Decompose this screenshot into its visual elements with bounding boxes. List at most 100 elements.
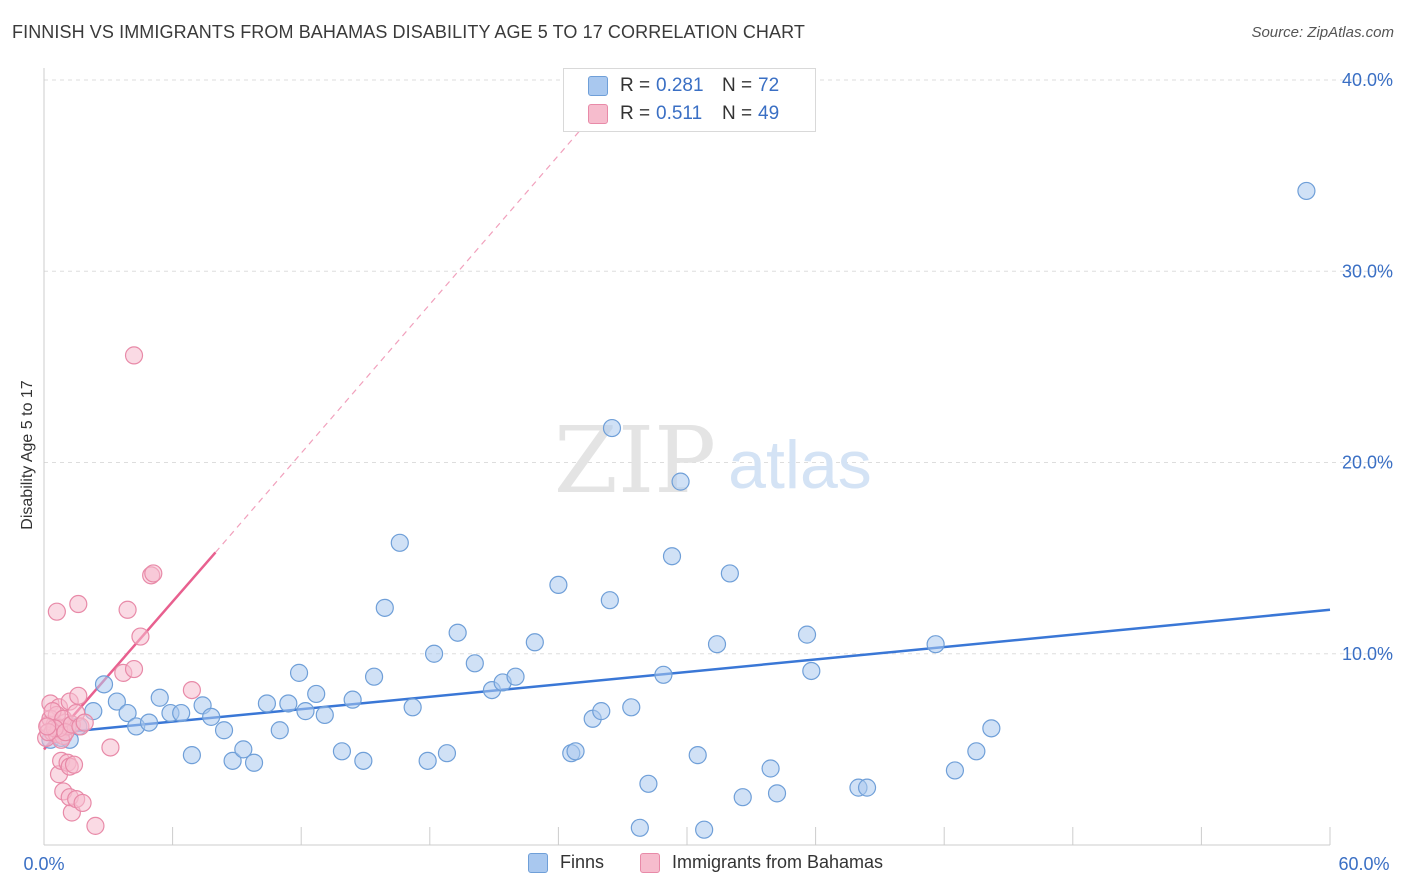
point-bahamas: [101, 738, 120, 757]
point-bahamas: [38, 717, 57, 736]
point-finns: [315, 705, 334, 725]
point-bahamas: [69, 594, 88, 614]
legend-n-value: 49: [758, 103, 780, 124]
point-bahamas: [86, 816, 105, 835]
trend-line-finns: [43, 608, 1331, 736]
series-legend: Finns Immigrants from Bahamas: [0, 852, 1406, 878]
legend-label-bahamas: Immigrants from Bahamas: [672, 852, 884, 872]
point-finns: [223, 751, 242, 770]
point-finns: [945, 761, 965, 780]
source-label: Source: ZipAtlas.com: [1251, 24, 1394, 41]
y-tick-label: 10.0%: [1342, 644, 1393, 664]
point-finns: [182, 746, 201, 765]
point-finns: [289, 663, 309, 682]
point-finns: [506, 667, 525, 686]
point-finns: [202, 707, 221, 726]
point-finns: [602, 418, 622, 438]
x-tick-label-min: 0.0%: [23, 854, 64, 874]
point-finns: [364, 667, 384, 686]
point-finns: [525, 633, 544, 652]
point-finns: [234, 740, 253, 759]
point-finns: [424, 644, 444, 663]
legend-r-label: R =: [620, 75, 651, 96]
point-finns: [307, 684, 326, 704]
point-finns: [654, 665, 673, 684]
point-bahamas: [75, 713, 94, 732]
point-finns: [926, 635, 945, 654]
y-tick-label: 30.0%: [1342, 261, 1393, 281]
point-finns: [270, 721, 289, 740]
point-finns: [139, 713, 159, 732]
point-finns: [982, 719, 1001, 738]
point-bahamas: [64, 755, 84, 774]
point-finns: [600, 591, 619, 610]
data-points: [37, 181, 1316, 839]
point-bahamas: [118, 600, 137, 619]
y-tick-label: 40.0%: [1342, 70, 1393, 90]
y-tick-label: 20.0%: [1342, 453, 1393, 473]
trend-extension-bahamas: [215, 117, 592, 553]
point-finns: [332, 742, 352, 761]
point-finns: [1297, 181, 1316, 201]
point-finns: [94, 675, 114, 694]
point-finns: [244, 753, 264, 772]
point-bahamas: [131, 627, 150, 646]
legend-r-value: 0.281: [656, 75, 704, 96]
watermark-zip: ZIP: [554, 407, 716, 514]
point-finns: [354, 751, 373, 770]
point-finns: [172, 703, 191, 723]
point-finns: [857, 778, 877, 797]
legend-swatch-finns: [588, 76, 608, 96]
point-finns: [448, 623, 467, 642]
point-finns: [630, 818, 649, 837]
point-finns: [797, 625, 817, 644]
point-finns: [107, 692, 126, 711]
point-finns: [662, 547, 682, 566]
point-finns: [549, 575, 568, 595]
point-finns: [437, 744, 457, 763]
legend-n-value: 72: [758, 75, 780, 96]
point-finns: [118, 703, 137, 723]
point-bahamas: [124, 346, 144, 365]
point-finns: [375, 598, 394, 617]
point-bahamas: [182, 680, 201, 700]
legend-r-label: R =: [620, 103, 651, 124]
legend-swatch-bahamas: [640, 852, 660, 873]
point-finns: [257, 694, 277, 713]
x-tick-label-max: 60.0%: [1338, 854, 1389, 874]
point-finns: [592, 702, 611, 721]
point-finns: [390, 533, 409, 552]
legend-item-bahamas[interactable]: Immigrants from Bahamas: [640, 852, 883, 873]
point-bahamas: [73, 793, 92, 813]
point-bahamas: [144, 564, 163, 583]
point-finns: [150, 688, 169, 707]
point-finns: [720, 564, 739, 583]
legend-n-label: N =: [722, 75, 753, 96]
tick-labels: 10.0% 20.0% 30.0% 40.0% 0.0% 60.0%: [23, 70, 1393, 874]
point-finns: [296, 702, 315, 721]
legend-item-finns[interactable]: Finns: [528, 852, 604, 873]
point-finns: [688, 746, 707, 765]
chart-title: FINNISH VS IMMIGRANTS FROM BAHAMAS DISAB…: [12, 22, 805, 42]
point-finns: [403, 698, 422, 717]
point-finns: [566, 742, 585, 761]
point-finns: [622, 698, 641, 717]
point-finns: [418, 751, 437, 770]
legend-label-finns: Finns: [560, 852, 605, 872]
point-finns: [767, 784, 787, 803]
point-finns: [465, 654, 484, 673]
point-finns: [967, 742, 986, 761]
point-bahamas: [47, 602, 66, 621]
point-finns: [802, 661, 821, 681]
gridlines: [44, 79, 1394, 655]
point-finns: [279, 694, 298, 713]
y-axis-label: Disability Age 5 to 17: [19, 380, 36, 530]
point-finns: [733, 788, 752, 807]
point-finns: [695, 820, 714, 839]
point-bahamas: [69, 686, 88, 705]
legend-row-finns: R = 0.281 N = 72: [588, 74, 779, 98]
point-finns: [343, 690, 362, 709]
legend-n-label: N =: [722, 103, 753, 124]
watermark-atlas: atlas: [728, 427, 872, 503]
